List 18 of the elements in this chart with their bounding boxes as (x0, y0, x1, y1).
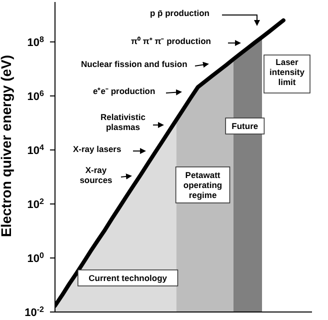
y-axis-title: Electron quiver energy (eV) (0, 54, 14, 237)
annotation: Relativistic plasmas (100, 112, 146, 132)
annotation: p p̄ production (150, 8, 210, 18)
y-tick-label: 10$^{-2}$ (24, 304, 45, 319)
y-tick-label: 10$^{0}$ (27, 250, 45, 265)
annotation: Nuclear fission and fusion (81, 59, 188, 69)
annotation: X-ray sources (80, 165, 113, 185)
y-tick-label: 10$^{2}$ (27, 196, 45, 211)
y-tick-label: 10$^{6}$ (27, 88, 45, 103)
y-tick-label: 10$^{4}$ (27, 142, 45, 157)
series-label: Current technology (88, 272, 168, 283)
annotation: e⁺e⁻ production (93, 86, 156, 96)
annotation: Laser intensity limit (270, 57, 305, 87)
series-label: Future (232, 121, 258, 131)
annotation: π⁰ π⁺ π⁻ production (131, 36, 211, 46)
series-label: Petawatt operating regime (183, 170, 222, 200)
annotation: X-ray lasers (73, 144, 122, 154)
y-tick-label: 10$^{8}$ (27, 34, 45, 49)
